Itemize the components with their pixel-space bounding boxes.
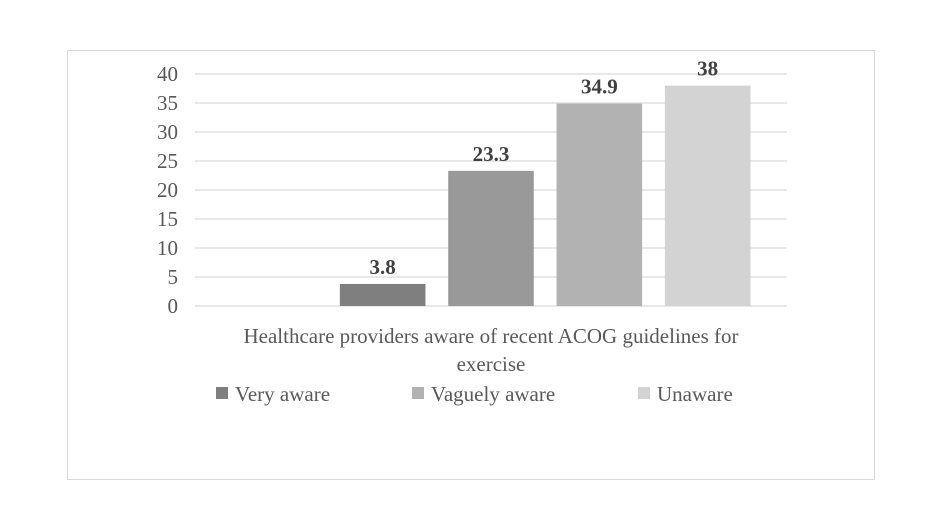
- y-tick-label: 25: [157, 149, 178, 173]
- y-tick-label: 20: [157, 178, 178, 202]
- bars: [339, 85, 751, 306]
- legend-label: Very aware: [235, 382, 330, 406]
- y-axis-tick-labels: 0 5 10 15 20 25 30 35 40: [157, 62, 178, 318]
- x-category-label: Healthcare providers aware of recent ACO…: [243, 324, 738, 348]
- legend-label: Vaguely aware: [431, 382, 555, 406]
- legend: Very aware Vaguely aware Unaware: [216, 382, 733, 406]
- x-category-label: exercise: [457, 352, 526, 376]
- y-tick-label: 0: [168, 294, 179, 318]
- y-tick-label: 40: [157, 62, 178, 86]
- bar: [339, 283, 426, 306]
- y-tick-label: 35: [157, 91, 178, 115]
- data-label: 38: [697, 57, 718, 81]
- y-tick-label: 10: [157, 236, 178, 260]
- bar: [664, 85, 751, 306]
- legend-swatch: [638, 387, 650, 399]
- y-tick-label: 15: [157, 207, 178, 231]
- legend-swatch: [412, 387, 424, 399]
- legend-swatch: [216, 387, 228, 399]
- bar: [448, 170, 534, 306]
- legend-item: Very aware: [216, 382, 330, 406]
- data-label: 23.3: [473, 142, 510, 166]
- y-tick-label: 30: [157, 120, 178, 144]
- y-tick-label: 5: [168, 265, 179, 289]
- data-labels: 3.8 23.3 34.9 38: [370, 57, 719, 279]
- x-axis-label: Healthcare providers aware of recent ACO…: [243, 324, 738, 376]
- legend-item: Unaware: [638, 382, 733, 406]
- bar: [556, 103, 643, 306]
- data-label: 3.8: [370, 255, 396, 279]
- data-label: 34.9: [581, 75, 618, 99]
- legend-label: Unaware: [657, 382, 733, 406]
- legend-item: Vaguely aware: [412, 382, 555, 406]
